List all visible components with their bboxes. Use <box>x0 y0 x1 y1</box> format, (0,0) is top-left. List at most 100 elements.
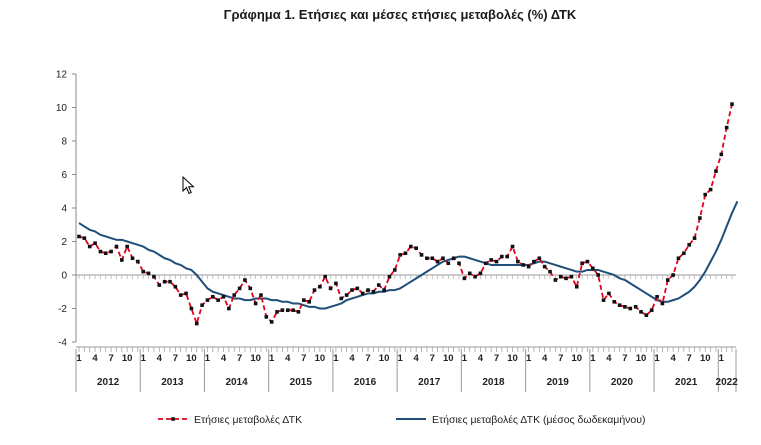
data-point <box>339 296 344 301</box>
data-point <box>130 256 135 261</box>
data-point <box>392 268 397 272</box>
data-point <box>211 294 215 299</box>
data-point <box>730 102 734 106</box>
year-label: 2012 <box>97 377 120 388</box>
data-point <box>344 293 349 297</box>
data-point <box>698 216 702 220</box>
series-line-annual <box>78 103 733 327</box>
data-point <box>243 278 247 282</box>
data-point <box>719 152 724 157</box>
year-label: 2015 <box>290 377 313 388</box>
data-point <box>489 258 493 262</box>
data-point <box>665 278 670 282</box>
data-point <box>553 278 558 282</box>
y-tick-label: -2 <box>58 304 67 315</box>
month-tick-label: 10 <box>507 353 518 364</box>
series-line-average <box>78 200 739 310</box>
data-point <box>205 298 210 302</box>
month-tick-label: 1 <box>141 353 147 364</box>
month-tick-label: 7 <box>430 353 435 364</box>
data-point <box>120 258 124 262</box>
month-tick-label: 4 <box>157 353 163 364</box>
month-tick-label: 4 <box>478 353 484 364</box>
month-tick-label: 10 <box>571 353 582 364</box>
data-point <box>296 310 301 314</box>
data-point <box>371 289 376 294</box>
month-tick-label: 7 <box>365 353 370 364</box>
data-point <box>425 256 429 261</box>
data-point <box>387 274 392 279</box>
data-point <box>687 243 691 247</box>
month-tick-label: 7 <box>108 353 113 364</box>
month-tick-label: 10 <box>636 353 647 364</box>
data-point <box>141 269 146 274</box>
data-point <box>200 303 204 307</box>
month-tick-label: 7 <box>237 353 242 364</box>
month-tick-label: 10 <box>250 353 261 364</box>
y-tick-label: 8 <box>61 137 67 148</box>
year-label: 2016 <box>354 377 377 388</box>
data-point <box>612 300 617 304</box>
year-label: 2017 <box>418 377 441 388</box>
data-point <box>232 293 237 297</box>
data-point <box>82 236 87 240</box>
data-point <box>569 274 574 279</box>
data-point <box>671 273 675 277</box>
month-tick-label: 10 <box>315 353 326 364</box>
data-point <box>152 274 156 279</box>
mouse-pointer-icon <box>182 176 195 195</box>
data-point <box>655 294 659 299</box>
data-point <box>168 279 172 284</box>
data-point <box>253 301 258 306</box>
data-point <box>483 261 488 266</box>
y-tick-label: 6 <box>61 170 67 181</box>
month-tick-label: 1 <box>269 353 275 364</box>
data-point <box>248 286 253 291</box>
data-point <box>307 300 311 304</box>
data-point <box>682 251 686 256</box>
data-point <box>714 169 718 173</box>
data-point <box>259 293 263 297</box>
data-point <box>93 241 97 245</box>
data-point <box>660 301 665 306</box>
data-point <box>580 261 584 266</box>
y-tick-label: 2 <box>61 237 67 248</box>
series-layer <box>77 102 739 327</box>
data-point <box>334 281 338 286</box>
data-point <box>291 308 295 312</box>
month-tick-label: 7 <box>558 353 563 364</box>
data-point <box>409 244 413 249</box>
data-point <box>189 306 194 311</box>
data-point <box>601 298 606 302</box>
data-point <box>623 305 627 309</box>
data-point <box>457 261 461 266</box>
data-point <box>366 288 370 292</box>
data-point <box>157 283 162 287</box>
year-label: 2013 <box>161 377 184 388</box>
data-point <box>505 254 509 259</box>
data-point <box>430 256 435 261</box>
data-point <box>574 284 579 289</box>
data-point <box>494 259 499 264</box>
data-point <box>264 315 269 319</box>
data-point <box>109 249 113 254</box>
month-tick-label: 10 <box>186 353 197 364</box>
month-tick-label: 7 <box>173 353 178 364</box>
data-point <box>532 259 536 264</box>
legend-marker-annual <box>171 417 175 421</box>
y-tick-label: -4 <box>58 338 67 349</box>
data-point <box>548 269 552 274</box>
data-point <box>558 274 563 279</box>
data-point <box>526 264 531 269</box>
y-tick-label: 12 <box>56 70 68 81</box>
data-point <box>510 244 515 249</box>
data-point <box>312 288 317 292</box>
data-point <box>414 246 419 250</box>
year-label: 2021 <box>675 377 698 388</box>
data-point <box>318 284 322 289</box>
data-point <box>649 308 654 312</box>
data-point <box>617 303 622 307</box>
data-point <box>419 253 424 257</box>
